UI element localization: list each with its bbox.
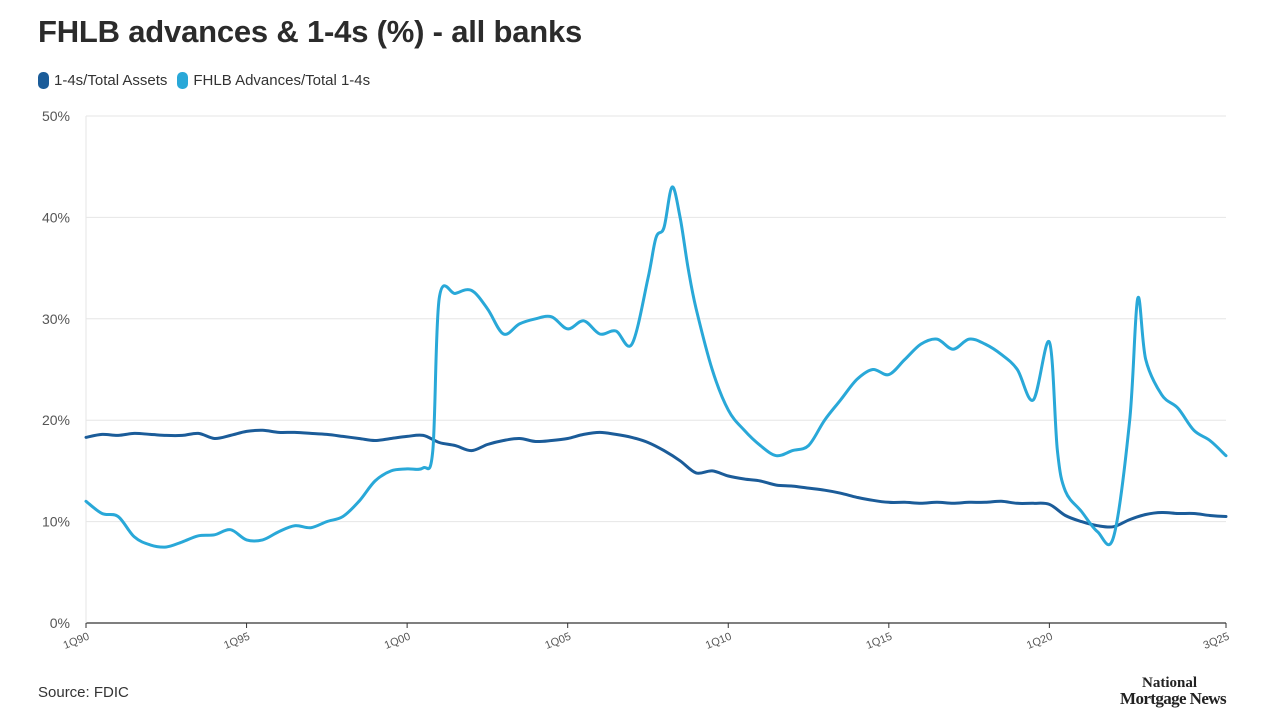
series-line-fhlb-advances[interactable] — [84, 185, 1228, 549]
legend-item-fhlb-advances[interactable]: FHLB Advances/Total 1-4s — [177, 72, 370, 89]
y-tick-label: 0% — [50, 615, 70, 631]
brand-logo: National Mortgage News — [1120, 675, 1250, 708]
legend-item-total-assets[interactable]: 1-4s/Total Assets — [38, 72, 167, 89]
legend-swatch-dark — [38, 72, 49, 89]
y-tick-label: 30% — [42, 311, 70, 327]
y-axis: 0% 10% 20% 30% 40% 50% — [42, 108, 70, 631]
x-tick-label: 1Q10 — [704, 631, 733, 652]
y-tick-label: 20% — [42, 412, 70, 428]
x-tick-label: 1Q90 — [62, 631, 91, 652]
chart-title: FHLB advances & 1-4s (%) - all banks — [38, 14, 583, 49]
legend-swatch-light — [177, 72, 189, 89]
source-note: Source: FDIC — [38, 684, 129, 701]
x-axis: 1Q90 1Q95 1Q00 1Q05 1Q10 1Q15 1Q20 3Q25 — [62, 623, 1231, 652]
y-tick-label: 40% — [42, 209, 70, 225]
x-tick-label: 1Q20 — [1025, 631, 1054, 652]
x-tick-label: 1Q95 — [222, 631, 251, 652]
x-tick-label: 1Q05 — [543, 631, 572, 652]
legend: 1-4s/Total Assets FHLB Advances/Total 1-… — [38, 72, 380, 89]
series-line-total-assets[interactable] — [84, 428, 1228, 529]
legend-label-total-assets: 1-4s/Total Assets — [54, 72, 168, 89]
x-tick-label: 1Q15 — [864, 631, 893, 652]
grid-lines — [85, 115, 1226, 624]
y-tick-label: 50% — [42, 108, 70, 124]
x-tick-label: 1Q00 — [383, 631, 412, 652]
x-tick-label: 3Q25 — [1202, 631, 1231, 652]
series-lines — [84, 185, 1228, 549]
brand-line-2: Mortgage News — [1120, 689, 1227, 708]
y-tick-label: 10% — [42, 514, 70, 530]
brand-line-1: National — [1142, 675, 1198, 691]
legend-label-fhlb-advances: FHLB Advances/Total 1-4s — [193, 72, 371, 89]
